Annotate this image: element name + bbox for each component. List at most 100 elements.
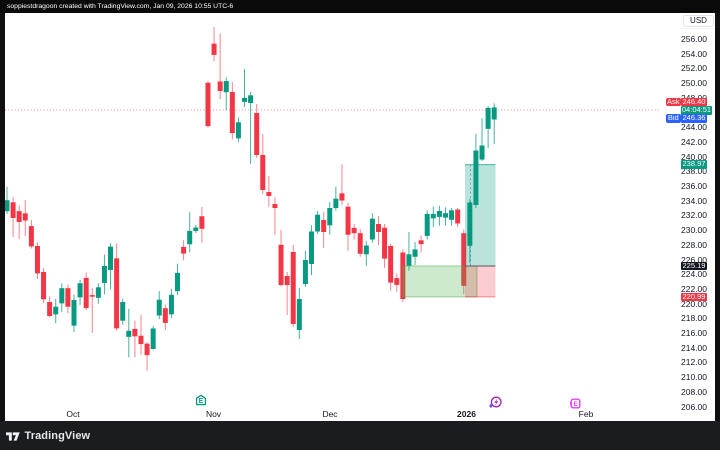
candle[interactable] (47, 296, 53, 318)
candle[interactable] (430, 206, 436, 228)
candle[interactable] (101, 254, 107, 295)
candle[interactable] (150, 326, 156, 350)
candle[interactable] (53, 298, 59, 324)
price-tick: 256.00 (681, 33, 707, 44)
candle-body (296, 298, 302, 331)
candle[interactable] (126, 308, 132, 358)
candle[interactable] (205, 81, 211, 128)
candle[interactable] (217, 33, 223, 99)
candle[interactable] (382, 223, 388, 268)
candle[interactable] (418, 235, 424, 253)
candlestick-chart[interactable] (5, 13, 660, 421)
candle[interactable] (412, 242, 418, 266)
candle[interactable] (181, 240, 187, 261)
candle[interactable] (242, 69, 248, 107)
candle[interactable] (248, 91, 254, 164)
candle[interactable] (132, 320, 138, 358)
currency-button[interactable]: USD (683, 15, 714, 27)
candle[interactable] (479, 118, 485, 162)
price-axis[interactable]: USD 206.00 208.00 210.00 212.00 214.00 216.00… (660, 13, 715, 421)
candle[interactable] (449, 208, 455, 226)
candle[interactable] (5, 186, 10, 214)
candle[interactable] (108, 243, 114, 290)
candle[interactable] (339, 164, 345, 206)
chart-panel[interactable]: USD 206.00 208.00 210.00 212.00 214.00 216.00… (5, 13, 715, 421)
candle[interactable] (89, 288, 95, 333)
candle[interactable] (309, 225, 314, 276)
candle[interactable] (272, 197, 278, 235)
candle[interactable] (144, 342, 150, 371)
candle[interactable] (65, 284, 71, 314)
candle[interactable] (175, 263, 181, 295)
candle[interactable] (95, 283, 101, 304)
earnings-upcoming-icon[interactable]: E (569, 396, 581, 414)
candle[interactable] (394, 273, 400, 292)
candle[interactable] (315, 210, 321, 234)
candle[interactable] (485, 106, 491, 149)
position-profit-zone[interactable] (465, 164, 496, 266)
candle[interactable] (388, 243, 394, 291)
candle[interactable] (10, 197, 16, 238)
position-loss-zone[interactable] (465, 265, 496, 297)
candle[interactable] (235, 117, 241, 142)
candle[interactable] (120, 298, 126, 325)
candle[interactable] (162, 304, 168, 331)
candle[interactable] (290, 244, 296, 328)
candle[interactable] (363, 241, 369, 266)
candle[interactable] (22, 200, 28, 236)
candle[interactable] (156, 291, 162, 320)
candle[interactable] (254, 103, 260, 159)
candle[interactable] (83, 272, 89, 311)
candle[interactable] (345, 202, 351, 251)
candle[interactable] (211, 26, 217, 62)
candle[interactable] (41, 268, 47, 304)
candle[interactable] (473, 133, 479, 209)
candle[interactable] (369, 213, 375, 243)
candle[interactable] (406, 232, 412, 271)
candle[interactable] (424, 210, 430, 240)
candle[interactable] (467, 198, 473, 264)
candle[interactable] (333, 186, 339, 211)
candle-body (120, 302, 126, 321)
candle-body (284, 275, 290, 286)
price-tick: 240.00 (681, 151, 707, 162)
price-tick: 210.00 (681, 372, 707, 383)
candle[interactable] (461, 229, 467, 295)
candle[interactable] (193, 225, 199, 234)
candle[interactable] (187, 212, 193, 253)
candle[interactable] (138, 314, 144, 355)
candle-body (467, 202, 473, 246)
candle[interactable] (296, 287, 302, 340)
candle-body (95, 287, 101, 298)
candle[interactable] (16, 205, 22, 239)
earnings-reported-icon[interactable]: E (195, 393, 207, 411)
candle[interactable] (321, 211, 327, 249)
candle[interactable] (278, 229, 284, 287)
candle[interactable] (199, 206, 205, 243)
candle[interactable] (442, 207, 448, 226)
candle[interactable] (284, 272, 290, 316)
tradingview-logo[interactable]: TradingView (6, 430, 90, 442)
candle[interactable] (357, 229, 363, 257)
candle[interactable] (229, 81, 235, 140)
candle[interactable] (223, 77, 229, 110)
candle[interactable] (260, 133, 266, 194)
candle[interactable] (351, 223, 357, 240)
candle[interactable] (168, 288, 174, 318)
candle[interactable] (59, 283, 65, 313)
event-flash-icon[interactable] (488, 396, 502, 415)
price-tick: 208.00 (681, 386, 707, 397)
candle[interactable] (375, 215, 381, 246)
candle[interactable] (34, 242, 40, 280)
candle[interactable] (436, 205, 442, 226)
candle[interactable] (455, 208, 461, 228)
candle[interactable] (71, 294, 77, 333)
candle[interactable] (28, 219, 34, 249)
candle[interactable] (491, 103, 497, 144)
candle[interactable] (327, 201, 333, 235)
candle[interactable] (77, 280, 83, 306)
candle[interactable] (302, 250, 308, 288)
candle[interactable] (114, 243, 120, 331)
candle[interactable] (266, 175, 272, 207)
rectangle-drawing[interactable] (402, 265, 478, 298)
